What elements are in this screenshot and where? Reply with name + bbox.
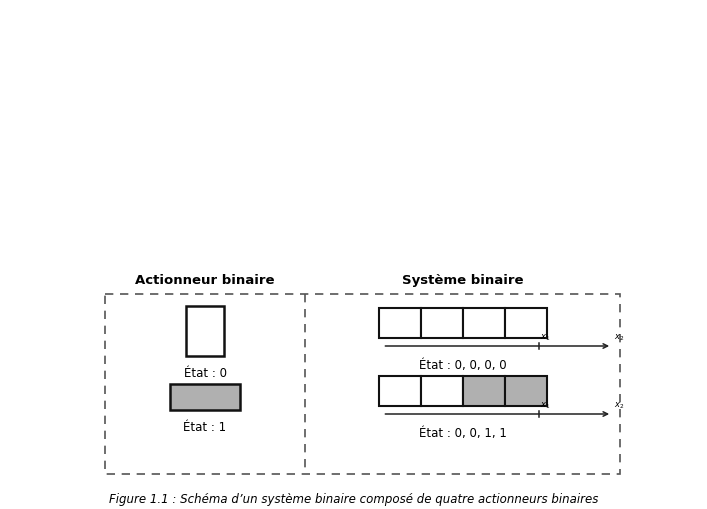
Text: État : 0: État : 0 [184,366,226,379]
Text: État : 0, 0, 0, 0: État : 0, 0, 0, 0 [419,358,506,371]
Text: Figure 1.1 : Schéma d’un système binaire composé de quatre actionneurs binaires: Figure 1.1 : Schéma d’un système binaire… [109,492,598,505]
Text: $x_1$: $x_1$ [540,332,551,343]
Text: $x_2$: $x_2$ [614,400,624,410]
Bar [170,384,240,410]
Bar [186,306,224,356]
Text: $x_2$: $x_2$ [614,332,624,343]
Bar [505,308,547,338]
Bar [421,376,462,406]
Text: $x_1$: $x_1$ [540,400,551,410]
Text: État : 1: État : 1 [183,420,226,433]
Bar [105,294,620,474]
Text: Système binaire: Système binaire [402,273,523,287]
Bar [378,376,421,406]
Bar [421,308,462,338]
Text: Actionneur binaire: Actionneur binaire [135,273,275,287]
Bar [378,308,421,338]
Text: État : 0, 0, 1, 1: État : 0, 0, 1, 1 [419,426,506,439]
Bar [462,308,505,338]
Bar [462,376,505,406]
Bar [505,376,547,406]
